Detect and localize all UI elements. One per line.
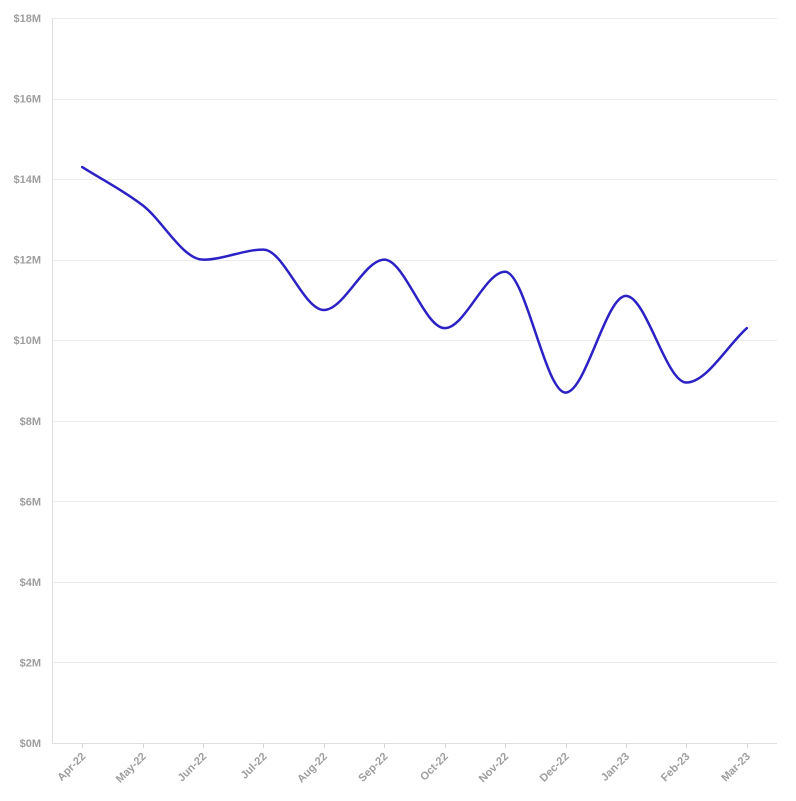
x-tick-label: Nov-22 xyxy=(477,751,511,785)
x-tick-label: Aug-22 xyxy=(295,751,330,786)
y-tick-label: $14M xyxy=(13,174,41,186)
series-group xyxy=(80,165,749,394)
x-tick-label: Jul-22 xyxy=(239,751,270,782)
series-line xyxy=(80,165,749,394)
grid-lines xyxy=(52,18,777,663)
y-tick-label: $4M xyxy=(20,577,41,589)
x-tick-label: Oct-22 xyxy=(418,751,451,784)
x-tick-label: Feb-23 xyxy=(659,751,693,785)
y-tick-label: $18M xyxy=(13,13,41,25)
x-tick-label: Sep-22 xyxy=(356,751,390,785)
y-axis-tick-labels: $0M $2M $4M $6M $8M $10M $12M $14M $16M $18M xyxy=(13,13,41,750)
y-tick-label: $6M xyxy=(20,496,41,508)
x-tick-label: May-22 xyxy=(114,751,149,786)
y-tick-label: $0M xyxy=(20,738,41,750)
axes xyxy=(52,18,777,744)
y-tick-label: $10M xyxy=(13,335,41,347)
x-tick-label: Mar-23 xyxy=(719,751,753,785)
x-tick-label: Jun-22 xyxy=(176,751,210,785)
y-tick-label: $2M xyxy=(20,657,41,669)
x-axis-ticks xyxy=(82,743,748,748)
y-tick-label: $16M xyxy=(13,94,41,106)
x-tick-label: Apr-22 xyxy=(55,751,88,784)
y-tick-label: $8M xyxy=(20,416,41,428)
x-tick-label: Jan-23 xyxy=(599,751,632,784)
x-axis-tick-labels: Apr-22 May-22 Jun-22 Jul-22 Aug-22 Sep-22 Oct-… xyxy=(55,751,753,786)
x-tick-label: Dec-22 xyxy=(538,751,572,785)
y-tick-label: $12M xyxy=(13,255,41,267)
